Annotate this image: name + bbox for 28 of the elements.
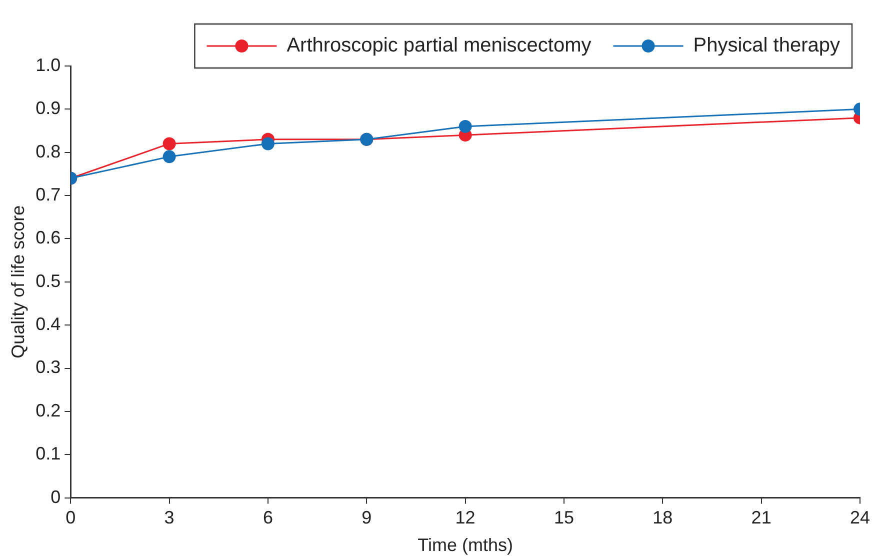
point bbox=[162, 137, 176, 150]
legend-label: Arthroscopic partial meniscectomy bbox=[286, 34, 592, 57]
y-tick-label: 0.5 bbox=[36, 270, 61, 291]
point bbox=[458, 120, 472, 133]
x-tick-label: 18 bbox=[652, 508, 673, 528]
x-tick-label: 6 bbox=[262, 508, 273, 528]
y-tick-label: 1.0 bbox=[36, 54, 61, 75]
y-tick-label: 0.1 bbox=[36, 444, 61, 464]
x-tick-label: 21 bbox=[751, 508, 772, 528]
x-tick-label: 9 bbox=[362, 508, 372, 528]
y-tick-label: 0.6 bbox=[36, 228, 61, 248]
point bbox=[261, 137, 274, 150]
y-axis-title: Quality of life score bbox=[8, 205, 28, 358]
y-tick-label: 0.9 bbox=[36, 98, 61, 118]
y-tick-label: 0.2 bbox=[36, 400, 61, 420]
x-tick-label: 0 bbox=[66, 508, 76, 528]
x-tick-label: 3 bbox=[164, 508, 174, 528]
y-tick-label: 0 bbox=[50, 486, 61, 507]
y-tick-label: 0.8 bbox=[36, 141, 61, 162]
point bbox=[162, 150, 176, 164]
legend-label: Physical therapy bbox=[693, 34, 840, 57]
y-tick-label: 0.4 bbox=[36, 314, 61, 334]
y-tick-label: 0.3 bbox=[36, 357, 61, 378]
x-tick-label: 15 bbox=[554, 508, 574, 528]
y-tick-label: 0.7 bbox=[36, 184, 61, 205]
x-axis-title: Time (mths) bbox=[418, 535, 513, 556]
x-tick-label: 24 bbox=[850, 508, 870, 528]
x-tick-label: 12 bbox=[455, 508, 476, 528]
